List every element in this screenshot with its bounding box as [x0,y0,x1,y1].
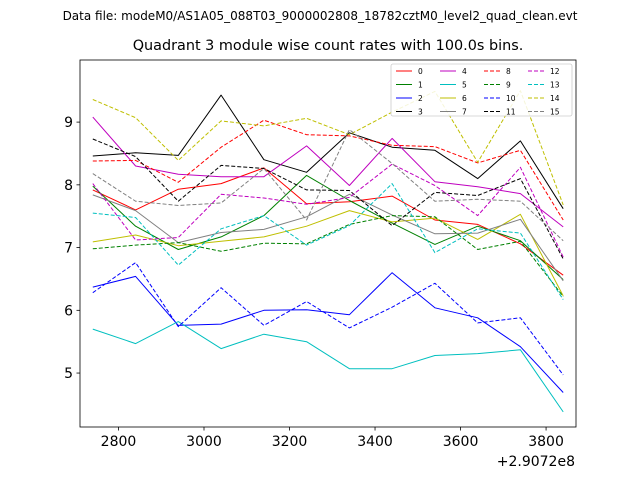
series-line-3 [92,94,564,209]
chart-title: Quadrant 3 module wise count rates with … [133,38,524,54]
x-tick-label: 3600 [443,434,479,450]
y-tick-label: 8 [64,178,73,194]
series-line-1 [92,174,564,280]
legend-label-4: 4 [462,67,467,76]
y-tick-label: 9 [64,115,73,131]
series-line-14 [92,90,564,206]
y-axis: 5 6 7 8 9 [64,115,80,382]
legend-label-8: 8 [506,67,511,76]
legend-label-7: 7 [462,108,467,117]
series-line-0 [92,167,564,276]
series-line-15 [92,129,564,242]
series-line-7 [92,193,564,282]
series-line-13 [92,183,564,300]
series-line-4 [92,116,564,228]
series-line-5 [92,321,564,413]
legend-label-10: 10 [506,94,516,103]
y-tick-label: 7 [64,241,73,257]
plot-background [80,60,576,427]
legend-label-11: 11 [506,108,516,117]
legend-label-2: 2 [418,94,423,103]
legend-label-1: 1 [418,81,423,90]
legend-label-12: 12 [550,67,560,76]
legend-label-9: 9 [506,81,511,90]
series-line-12 [92,163,564,258]
data-file-label: Data file: modeM0/AS1A05_088T03_90000028… [63,9,578,23]
series-line-2 [92,272,564,393]
y-tick-label: 5 [64,366,73,382]
legend-label-14: 14 [550,94,560,103]
series-line-10 [92,262,564,376]
x-tick-label: 3000 [186,434,222,450]
legend-label-15: 15 [550,108,560,117]
legend-label-0: 0 [418,67,423,76]
x-tick-label: 3200 [272,434,308,450]
series-line-11 [92,138,564,260]
legend-label-13: 13 [550,81,560,90]
x-tick-label: 2800 [101,434,137,450]
series-line-6 [92,210,564,297]
x-axis: 2800 3000 3200 3400 3600 3800 [101,427,564,450]
y-tick-label: 6 [64,303,73,319]
series-line-9 [92,215,564,297]
legend-box [390,63,573,117]
legend-label-6: 6 [462,94,467,103]
plot-frame [79,59,577,428]
legend-label-5: 5 [462,81,467,90]
x-tick-label: 3400 [357,434,393,450]
x-tick-label: 3800 [528,434,564,450]
x-axis-offset-label: +2.9072e8 [497,454,575,470]
legend-label-3: 3 [418,108,423,117]
plot-area [79,59,577,428]
